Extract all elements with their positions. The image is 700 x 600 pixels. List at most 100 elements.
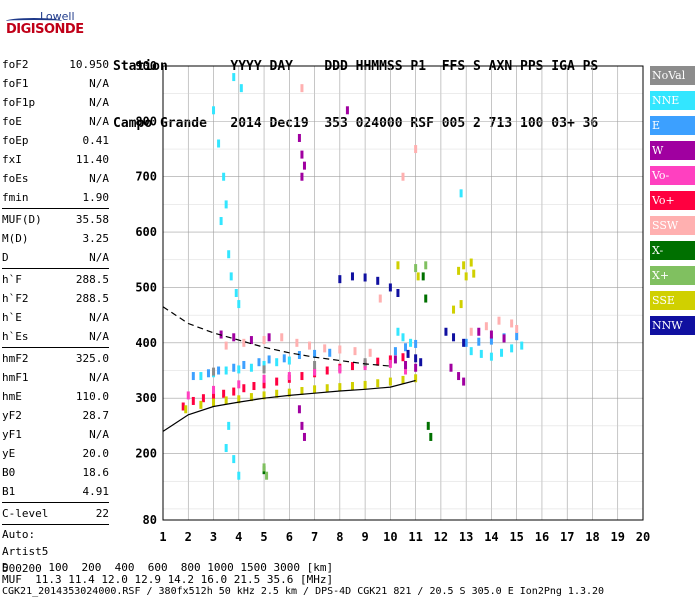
data-point	[338, 383, 342, 392]
x-tick-label: 13	[459, 530, 473, 544]
data-point	[237, 300, 241, 309]
data-point	[323, 344, 327, 353]
data-point	[300, 150, 304, 159]
y-tick-label: 800	[135, 114, 157, 128]
data-point	[295, 338, 299, 347]
data-point	[302, 432, 306, 441]
parameter-name: fxI	[2, 153, 22, 166]
parameter-name: hmF2	[2, 352, 29, 365]
data-point	[388, 359, 392, 368]
data-point	[242, 338, 246, 347]
parameter-value: N/A	[89, 311, 109, 324]
data-point	[313, 385, 317, 394]
parameter-group-muf: MUF(D) 35.58 M(D) 3.25 D N/A	[2, 210, 109, 267]
data-point	[297, 405, 301, 414]
data-point	[479, 349, 483, 358]
data-point	[469, 327, 473, 336]
data-point	[401, 333, 405, 342]
data-point	[224, 366, 228, 375]
data-point	[275, 377, 279, 386]
footer-distance-row: D 100 200 400 600 800 1000 1500 3000 [km…	[2, 561, 334, 574]
data-point	[376, 276, 380, 285]
parameter-row: foF1p N/A	[2, 93, 109, 112]
artist-info: Auto: Artist5 500200	[2, 526, 109, 577]
chart-ticks: 1 2 3 4 5 6 7 8 9 10 11 12 13 14 15 16 17 18 19 20802003004…	[135, 59, 650, 544]
data-point	[262, 374, 266, 383]
y-tick-label: 900	[135, 59, 157, 73]
parameter-name: foF1p	[2, 96, 36, 109]
data-point	[396, 261, 400, 270]
parameter-name: yE	[2, 447, 16, 460]
data-point	[444, 327, 448, 336]
parameter-name: hmF1	[2, 371, 29, 384]
parameter-group-frequencies: foF2 10.950 foF1 N/A foF1p N/A foE N/A foEp 0.41 f…	[2, 55, 109, 207]
data-point	[416, 272, 420, 281]
parameter-name: hmE	[2, 390, 22, 403]
data-point	[242, 360, 246, 369]
data-point	[376, 379, 380, 388]
data-point	[212, 106, 216, 115]
data-point	[249, 336, 253, 345]
data-point	[497, 316, 501, 325]
data-point	[232, 363, 236, 372]
parameter-name: D	[2, 251, 9, 264]
y-tick-label: 400	[135, 336, 157, 350]
data-point	[404, 366, 408, 375]
data-point	[262, 391, 266, 400]
artist-name: Artist5	[2, 545, 49, 558]
data-point	[328, 348, 332, 357]
data-point	[287, 356, 291, 365]
parameter-row: B0 18.6	[2, 463, 109, 482]
parameter-value: 1.90	[82, 191, 110, 204]
legend-item: NNE	[650, 91, 695, 110]
parameter-row: D N/A	[2, 248, 109, 267]
data-point	[300, 172, 304, 181]
parameter-value: 3.25	[82, 232, 110, 245]
divider	[2, 208, 109, 209]
x-tick-label: 4	[235, 530, 242, 544]
footer-file-info: CGK21_2014353024000.RSF / 380fx512h 50 k…	[2, 586, 605, 597]
data-point	[388, 355, 392, 364]
data-point	[426, 421, 430, 430]
parameter-row: M(D) 3.25	[2, 229, 109, 248]
parameter-row: foF2 10.950	[2, 55, 109, 74]
x-tick-label: 8	[336, 530, 343, 544]
parameter-name: foF2	[2, 58, 29, 71]
parameter-value: 325.0	[75, 352, 109, 365]
data-point	[206, 369, 210, 378]
data-point	[212, 398, 216, 407]
data-point	[219, 217, 223, 226]
parameter-row: foEs N/A	[2, 169, 109, 188]
data-point	[313, 367, 317, 376]
data-point	[388, 377, 392, 386]
legend-item: X-	[650, 241, 695, 260]
data-point	[429, 432, 433, 441]
y-tick-label: 500	[135, 280, 157, 294]
parameter-row: hmE 110.0	[2, 387, 109, 406]
data-point	[424, 261, 428, 270]
x-tick-label: 18	[585, 530, 599, 544]
profile-curve-solid	[162, 379, 416, 432]
data-point	[350, 382, 354, 391]
legend-item: Vo+	[650, 191, 695, 210]
data-point	[237, 380, 241, 389]
data-point	[224, 396, 228, 405]
data-point	[201, 394, 205, 403]
parameter-value: 4.91	[82, 485, 110, 498]
data-point	[227, 421, 231, 430]
data-point	[462, 377, 466, 386]
data-point	[267, 355, 271, 364]
parameter-row: MUF(D) 35.58	[2, 210, 109, 229]
x-tick-label: 15	[509, 530, 523, 544]
data-point	[414, 264, 418, 273]
data-point	[396, 289, 400, 297]
data-point	[232, 387, 236, 396]
parameter-name: h`F2	[2, 292, 29, 305]
data-point	[212, 391, 216, 400]
x-tick-label: 12	[434, 530, 448, 544]
parameter-name: yF1	[2, 428, 22, 441]
data-point	[419, 358, 423, 367]
data-point	[212, 367, 216, 376]
data-point	[300, 372, 304, 381]
data-point	[249, 363, 253, 372]
